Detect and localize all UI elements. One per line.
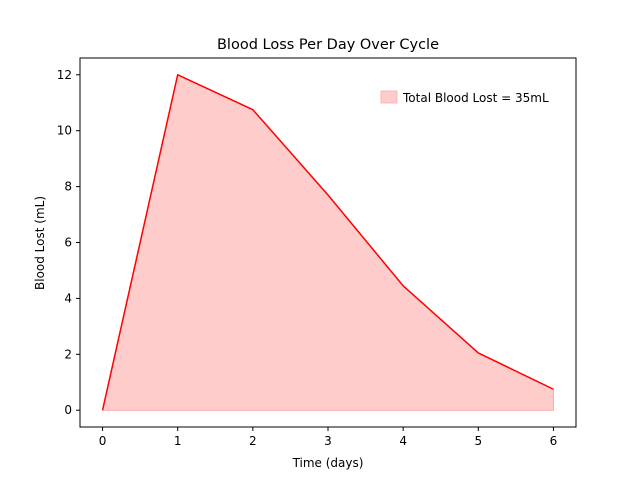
- y-axis-label: Blood Lost (mL): [33, 196, 47, 290]
- x-tick-label: 1: [174, 434, 182, 448]
- x-axis-label: Time (days): [292, 456, 364, 470]
- legend: Total Blood Lost = 35mL: [380, 90, 549, 105]
- x-tick-label: 5: [474, 434, 482, 448]
- x-tick-label: 2: [249, 434, 257, 448]
- x-tick-label: 0: [99, 434, 107, 448]
- x-axis-ticks: 0 1 2 3 4 5 6: [99, 427, 558, 448]
- y-tick-label: 10: [57, 124, 72, 138]
- legend-entry-label: Total Blood Lost = 35mL: [402, 91, 549, 105]
- y-tick-label: 8: [64, 180, 72, 194]
- plot-area: [101, 74, 554, 411]
- x-tick-label: 3: [324, 434, 332, 448]
- y-tick-label: 6: [64, 236, 72, 250]
- chart-title: Blood Loss Per Day Over Cycle: [217, 37, 439, 53]
- y-tick-label: 4: [64, 291, 72, 305]
- y-tick-label: 12: [57, 68, 72, 82]
- y-axis-ticks: 0 2 4 6 8 10 12: [57, 68, 80, 417]
- x-tick-label: 4: [399, 434, 407, 448]
- y-tick-label: 2: [64, 347, 72, 361]
- legend-swatch: [380, 90, 398, 104]
- area-fill: [101, 74, 554, 411]
- y-tick-label: 0: [64, 403, 72, 417]
- x-tick-label: 6: [550, 434, 558, 448]
